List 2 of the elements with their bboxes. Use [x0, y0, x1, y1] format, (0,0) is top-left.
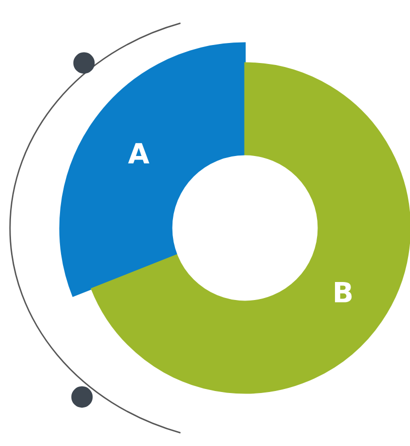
slice-label: A [128, 143, 150, 164]
slice-label: B [334, 282, 352, 302]
